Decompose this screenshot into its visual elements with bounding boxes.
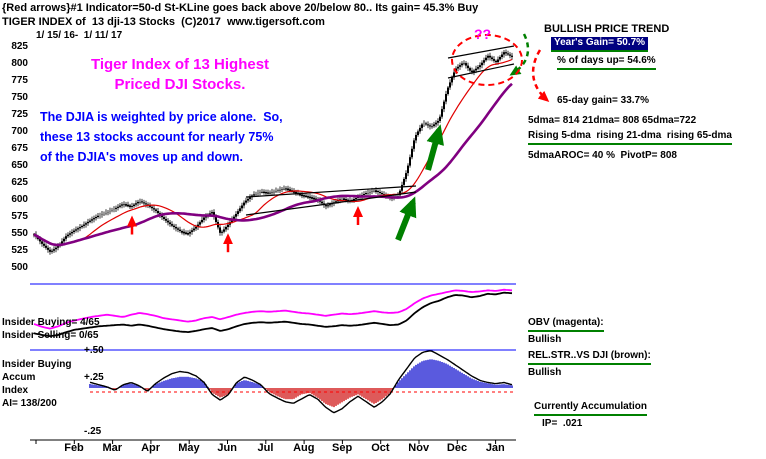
accumulation-panel	[89, 350, 516, 414]
price-candles	[33, 49, 513, 255]
moving-averages	[33, 58, 513, 247]
signal-arrows	[127, 33, 550, 253]
gridlines	[30, 283, 516, 444]
obv-relstr-panel	[33, 288, 513, 338]
trendlines	[245, 45, 515, 216]
